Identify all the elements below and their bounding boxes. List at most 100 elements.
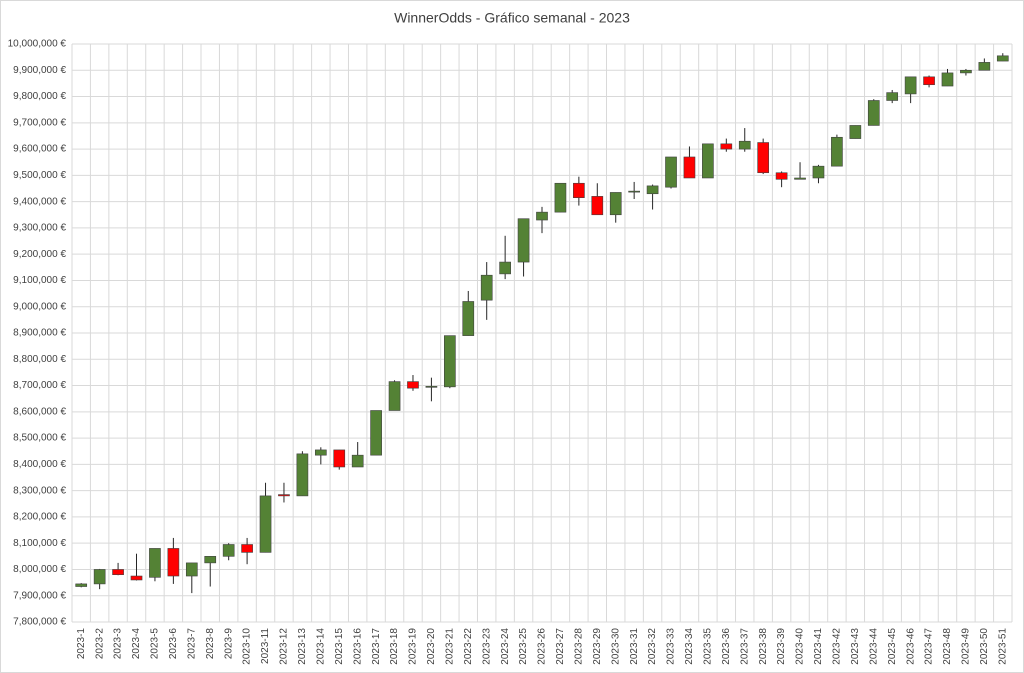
- x-tick-label: 2023-44: [868, 628, 879, 665]
- y-tick-label: 9,300,000 €: [13, 223, 66, 234]
- x-tick-label: 2023-8: [205, 628, 216, 660]
- y-tick-label: 9,000,000 €: [13, 301, 66, 312]
- x-tick-label: 2023-12: [279, 628, 290, 665]
- candle-body: [517, 218, 530, 263]
- candle-body: [665, 156, 677, 188]
- y-tick-label: 8,400,000 €: [13, 459, 66, 470]
- x-tick-label: 2023-5: [150, 628, 161, 660]
- x-tick-label: 2023-18: [389, 628, 400, 665]
- candle-body: [683, 156, 696, 179]
- y-tick-label: 10,000,000 €: [8, 39, 67, 50]
- x-tick-label: 2023-34: [684, 628, 695, 665]
- y-tick-label: 9,600,000 €: [13, 144, 66, 155]
- candle-body: [591, 196, 604, 216]
- candle-body: [775, 172, 788, 180]
- candle-body: [536, 211, 548, 221]
- candle-body: [222, 544, 235, 557]
- candle-body: [149, 548, 161, 578]
- candle-body: [314, 449, 327, 456]
- y-tick-label: 8,700,000 €: [13, 380, 66, 391]
- candle-body: [241, 544, 253, 553]
- x-tick-label: 2023-9: [223, 628, 234, 660]
- y-tick-label: 8,600,000 €: [13, 406, 66, 417]
- candle-body: [167, 548, 180, 577]
- x-tick-label: 2023-23: [481, 628, 492, 665]
- x-tick-label: 2023-40: [795, 628, 806, 665]
- candle-body: [886, 92, 899, 101]
- candle-body: [996, 55, 1009, 62]
- candle-body: [204, 556, 217, 564]
- x-tick-label: 2023-28: [574, 628, 585, 665]
- candle-body: [794, 177, 806, 180]
- x-tick-label: 2023-45: [887, 628, 898, 665]
- candle-body: [960, 69, 972, 74]
- x-tick-label: 2023-3: [113, 628, 124, 660]
- y-tick-label: 8,200,000 €: [13, 512, 66, 523]
- x-tick-label: 2023-14: [315, 628, 326, 665]
- y-tick-label: 7,900,000 €: [13, 590, 66, 601]
- candle-body: [849, 125, 862, 139]
- x-tick-label: 2023-32: [647, 628, 658, 665]
- x-tick-label: 2023-6: [168, 628, 179, 660]
- candle-body: [702, 143, 714, 179]
- candle-body: [831, 136, 843, 167]
- x-tick-label: 2023-48: [942, 628, 953, 665]
- x-tick-label: 2023-15: [334, 628, 345, 665]
- candle-body: [351, 454, 364, 468]
- candle-body: [573, 182, 585, 198]
- candle-body: [628, 190, 640, 193]
- y-tick-label: 9,100,000 €: [13, 275, 66, 286]
- x-tick-label: 2023-25: [518, 628, 529, 665]
- x-tick-label: 2023-2: [94, 628, 105, 660]
- x-tick-label: 2023-11: [260, 628, 271, 664]
- candle-body: [425, 386, 438, 388]
- y-tick-label: 9,500,000 €: [13, 170, 66, 181]
- x-tick-label: 2023-47: [924, 628, 935, 665]
- candle-body: [75, 583, 88, 587]
- candle-body: [112, 569, 124, 576]
- x-tick-label: 2023-27: [555, 628, 566, 665]
- candle-body: [720, 143, 733, 150]
- y-tick-label: 8,300,000 €: [13, 485, 66, 496]
- x-tick-label: 2023-39: [776, 628, 787, 665]
- x-tick-label: 2023-13: [297, 628, 308, 665]
- candle-body: [812, 165, 825, 179]
- y-tick-label: 8,900,000 €: [13, 328, 66, 339]
- candle-body: [757, 142, 770, 174]
- x-tick-label: 2023-26: [537, 628, 548, 665]
- x-tick-label: 2023-51: [997, 628, 1008, 665]
- candle-body: [554, 182, 567, 213]
- y-tick-label: 9,800,000 €: [13, 91, 66, 102]
- x-tick-label: 2023-35: [703, 628, 714, 665]
- y-tick-label: 8,800,000 €: [13, 354, 66, 365]
- x-tick-label: 2023-41: [813, 628, 824, 665]
- candle-body: [499, 261, 511, 275]
- x-tick-label: 2023-19: [408, 628, 419, 665]
- x-tick-label: 2023-49: [961, 628, 972, 665]
- x-tick-label: 2023-21: [444, 628, 455, 665]
- candle-body: [609, 192, 622, 216]
- x-tick-label: 2023-29: [592, 628, 603, 665]
- candle-body: [333, 449, 346, 468]
- chart-title: WinnerOdds - Gráfico semanal - 2023: [394, 10, 630, 26]
- x-tick-label: 2023-4: [131, 628, 142, 660]
- x-tick-label: 2023-31: [629, 628, 640, 665]
- y-tick-label: 8,000,000 €: [13, 564, 66, 575]
- x-tick-label: 2023-22: [463, 628, 474, 665]
- candle-body: [978, 62, 991, 71]
- candle-body: [93, 569, 106, 585]
- candle-body: [867, 100, 880, 126]
- x-tick-label: 2023-20: [426, 628, 437, 665]
- candle-body: [185, 562, 198, 577]
- x-tick-label: 2023-42: [832, 628, 843, 665]
- candle-body: [646, 185, 659, 195]
- candle-body: [462, 301, 475, 336]
- x-tick-label: 2023-17: [371, 628, 382, 665]
- candle-body: [444, 335, 456, 388]
- x-tick-label: 2023-7: [186, 628, 197, 660]
- candle-body: [296, 453, 309, 497]
- x-tick-label: 2023-10: [242, 628, 253, 665]
- y-tick-label: 9,700,000 €: [13, 117, 66, 128]
- x-tick-label: 2023-38: [758, 628, 769, 665]
